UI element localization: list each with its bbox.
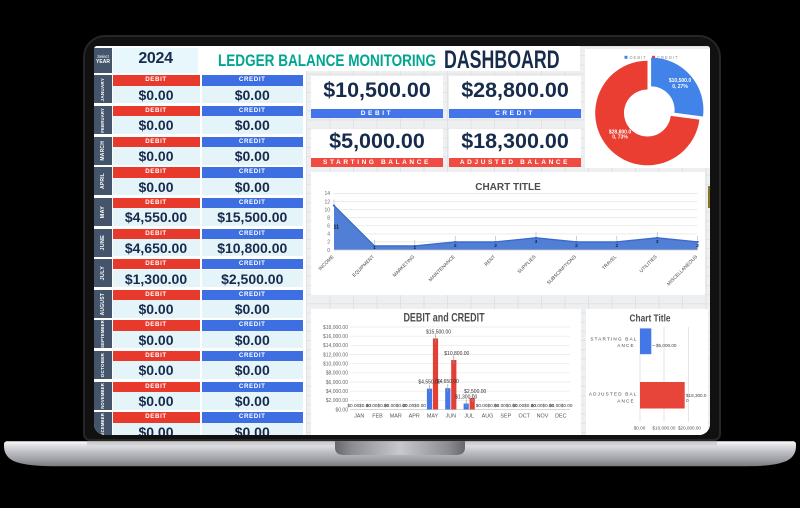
svg-text:$1,300.00: $1,300.00 <box>455 395 477 401</box>
svg-text:AUG: AUG <box>482 414 494 420</box>
svg-text:ANCE: ANCE <box>617 343 635 348</box>
svg-text:$16,000.00: $16,000.00 <box>323 334 348 340</box>
svg-text:INCOME: INCOME <box>318 254 336 272</box>
svg-text:$10,500.0: $10,500.0 <box>669 78 691 84</box>
svg-text:$4,550.00: $4,550.00 <box>418 380 440 386</box>
svg-text:2: 2 <box>494 243 497 249</box>
svg-text:JAN: JAN <box>354 414 364 420</box>
svg-text:3: 3 <box>535 239 538 245</box>
svg-text:$15,500.00: $15,500.00 <box>426 329 451 335</box>
svg-text:0: 0 <box>327 248 330 254</box>
svg-text:$0.00$0.00: $0.00$0.00 <box>402 403 426 408</box>
svg-text:4: 4 <box>327 232 330 238</box>
svg-text:1: 1 <box>413 245 416 251</box>
svg-text:SUBSCRIPTIONS: SUBSCRIPTIONS <box>546 254 578 286</box>
svg-text:$0.00$0.00: $0.00$0.00 <box>384 403 408 408</box>
svg-text:DEC: DEC <box>555 414 566 420</box>
svg-text:$10,000.00: $10,000.00 <box>653 426 676 431</box>
svg-text:10: 10 <box>324 207 330 213</box>
svg-text:UTILITIES: UTILITIES <box>639 254 659 274</box>
svg-text:EQUIPMENT: EQUIPMENT <box>351 254 375 278</box>
svg-text:$4,650.00: $4,650.00 <box>437 379 459 385</box>
svg-text:$5,000.00: $5,000.00 <box>656 343 677 348</box>
svg-text:$0.00$0.00: $0.00$0.00 <box>347 403 371 408</box>
svg-text:$20,000.00: $20,000.00 <box>678 426 701 431</box>
svg-text:12: 12 <box>324 199 330 205</box>
svg-text:$0.00$0.00: $0.00$0.00 <box>476 403 500 408</box>
svg-text:$12,000.00: $12,000.00 <box>323 352 348 358</box>
svg-text:14: 14 <box>324 191 330 197</box>
svg-text:0, 73%: 0, 73% <box>612 135 628 141</box>
svg-text:ANCE: ANCE <box>617 399 635 404</box>
svg-text:$10,800.00: $10,800.00 <box>444 351 469 357</box>
svg-text:APR: APR <box>409 414 420 420</box>
svg-text:SEP: SEP <box>500 414 511 420</box>
svg-text:2: 2 <box>575 243 578 249</box>
svg-text:MAR: MAR <box>390 414 402 420</box>
svg-text:STARTING BAL: STARTING BAL <box>590 337 637 342</box>
svg-text:ADJUSTED BAL: ADJUSTED BAL <box>589 392 638 397</box>
svg-text:SUPPLIES: SUPPLIES <box>517 254 538 275</box>
svg-text:NOV: NOV <box>537 414 549 420</box>
svg-text:$10,000.00: $10,000.00 <box>323 361 348 367</box>
svg-text:FEB: FEB <box>372 414 383 420</box>
svg-text:$0.00$0.00: $0.00$0.00 <box>512 403 536 408</box>
svg-text:$0.00$0.00: $0.00$0.00 <box>549 403 573 408</box>
svg-text:$0.00$0.00: $0.00$0.00 <box>366 403 390 408</box>
svg-text:$28,800.0: $28,800.0 <box>609 130 631 136</box>
svg-text:Chart Title: Chart Title <box>629 313 670 324</box>
svg-text:CHART TITLE: CHART TITLE <box>475 182 541 193</box>
svg-text:MARKETING: MARKETING <box>392 254 417 279</box>
svg-text:2: 2 <box>327 240 330 246</box>
svg-text:$0.00: $0.00 <box>634 426 646 431</box>
svg-text:JUL: JUL <box>464 414 474 420</box>
svg-text:11: 11 <box>334 225 340 231</box>
svg-text:$4,000.00: $4,000.00 <box>326 389 348 395</box>
svg-text:$0.00$0.00: $0.00$0.00 <box>531 403 555 408</box>
svg-text:$18,300.0: $18,300.0 <box>686 393 707 398</box>
svg-text:2: 2 <box>696 243 699 249</box>
svg-text:MAINTENANCE: MAINTENANCE <box>428 254 457 283</box>
svg-text:2: 2 <box>454 243 457 249</box>
svg-text:MAY: MAY <box>427 414 439 420</box>
svg-text:$8,000.00: $8,000.00 <box>326 371 348 377</box>
svg-text:CREDIT: CREDIT <box>657 55 679 60</box>
svg-text:DEBIT and CREDIT: DEBIT and CREDIT <box>403 313 485 325</box>
svg-text:OCT: OCT <box>519 414 531 420</box>
svg-text:$2,500.00: $2,500.00 <box>464 389 486 395</box>
svg-text:RENT: RENT <box>484 254 498 268</box>
svg-text:$14,000.00: $14,000.00 <box>323 343 348 349</box>
svg-text:DEBIT: DEBIT <box>630 55 647 60</box>
svg-text:$18,000.00: $18,000.00 <box>323 325 348 331</box>
svg-text:$6,000.00: $6,000.00 <box>326 380 348 386</box>
svg-text:1: 1 <box>373 245 376 251</box>
svg-text:$0.00: $0.00 <box>335 407 348 413</box>
svg-text:6: 6 <box>327 224 330 230</box>
svg-text:TRAVEL: TRAVEL <box>601 254 618 271</box>
svg-text:$0.00$0.00: $0.00$0.00 <box>494 403 518 408</box>
svg-text:JUN: JUN <box>446 414 457 420</box>
svg-text:2: 2 <box>615 243 618 249</box>
svg-text:3: 3 <box>656 239 659 245</box>
svg-text:0: 0 <box>686 398 689 403</box>
svg-text:$2,000.00: $2,000.00 <box>326 398 348 404</box>
svg-text:0, 27%: 0, 27% <box>672 84 688 90</box>
svg-text:8: 8 <box>327 215 330 221</box>
svg-text:MISCELLANEOUS: MISCELLANEOUS <box>666 254 699 287</box>
